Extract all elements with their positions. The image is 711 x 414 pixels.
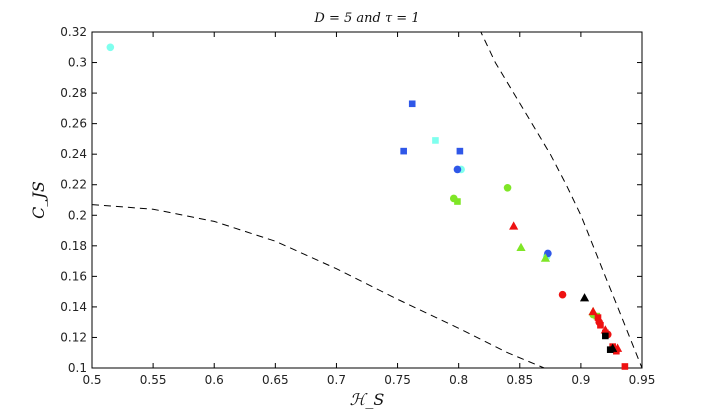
y-tick-label: 0.32 (60, 25, 87, 39)
chart-title: D = 5 and τ = 1 (313, 11, 419, 26)
data-point-square (602, 332, 609, 340)
x-tick-label: 0.9 (571, 373, 590, 387)
y-axis-label: C_JS (29, 181, 48, 219)
data-point-square (456, 147, 464, 155)
bound-curves (92, 32, 642, 368)
x-tick-label: 0.55 (140, 373, 167, 387)
y-tick-label: 0.14 (60, 300, 87, 314)
lower-bound-curve (92, 204, 545, 368)
y-tick-label: 0.18 (60, 239, 87, 253)
data-point-triangle (540, 253, 551, 262)
data-point-square (400, 147, 407, 155)
data-point-square (454, 198, 461, 205)
data-point-circle (558, 290, 567, 299)
y-tick-label: 0.28 (60, 86, 87, 100)
plot-area (91, 31, 643, 369)
x-tick-label: 0.75 (384, 373, 411, 387)
axis-ticks: 0.5 0.55 0.6 0.65 0.7 0.75 0.8 0.85 0.9 0.95 0.1 0.… (60, 25, 655, 387)
y-tick-label: 0.12 (60, 330, 87, 344)
x-tick-label: 0.5 (82, 373, 101, 387)
data-point-circle (453, 165, 462, 174)
x-tick-label: 0.6 (205, 373, 224, 387)
data-point-square (606, 346, 614, 353)
data-point-square (621, 363, 629, 370)
upper-bound-curve (480, 32, 642, 368)
x-tick-label: 0.7 (327, 373, 346, 387)
data-point-circle (106, 43, 115, 52)
data-point-triangle (516, 242, 526, 252)
data-point-square (597, 321, 604, 329)
data-point-triangle (509, 221, 519, 230)
data-point-square (408, 100, 416, 108)
y-tick-label: 0.24 (60, 147, 87, 161)
data-point-triangle (588, 306, 598, 316)
data-point-triangle (579, 293, 590, 302)
y-tick-label: 0.16 (60, 269, 87, 283)
x-tick-label: 0.65 (262, 373, 289, 387)
data-point-square (432, 137, 439, 144)
y-tick-label: 0.2 (68, 208, 87, 222)
data-point-square (594, 314, 602, 321)
x-tick-label: 0.8 (449, 373, 468, 387)
y-tick-label: 0.26 (60, 117, 87, 131)
data-points (106, 43, 629, 370)
y-tick-label: 0.22 (60, 178, 87, 192)
y-tick-label: 0.1 (68, 361, 87, 375)
x-axis-label: ℋ_S (350, 390, 385, 409)
x-tick-label: 0.95 (629, 373, 656, 387)
y-tick-label: 0.3 (68, 56, 87, 70)
x-tick-label: 0.85 (506, 373, 533, 387)
data-point-circle (503, 183, 512, 192)
